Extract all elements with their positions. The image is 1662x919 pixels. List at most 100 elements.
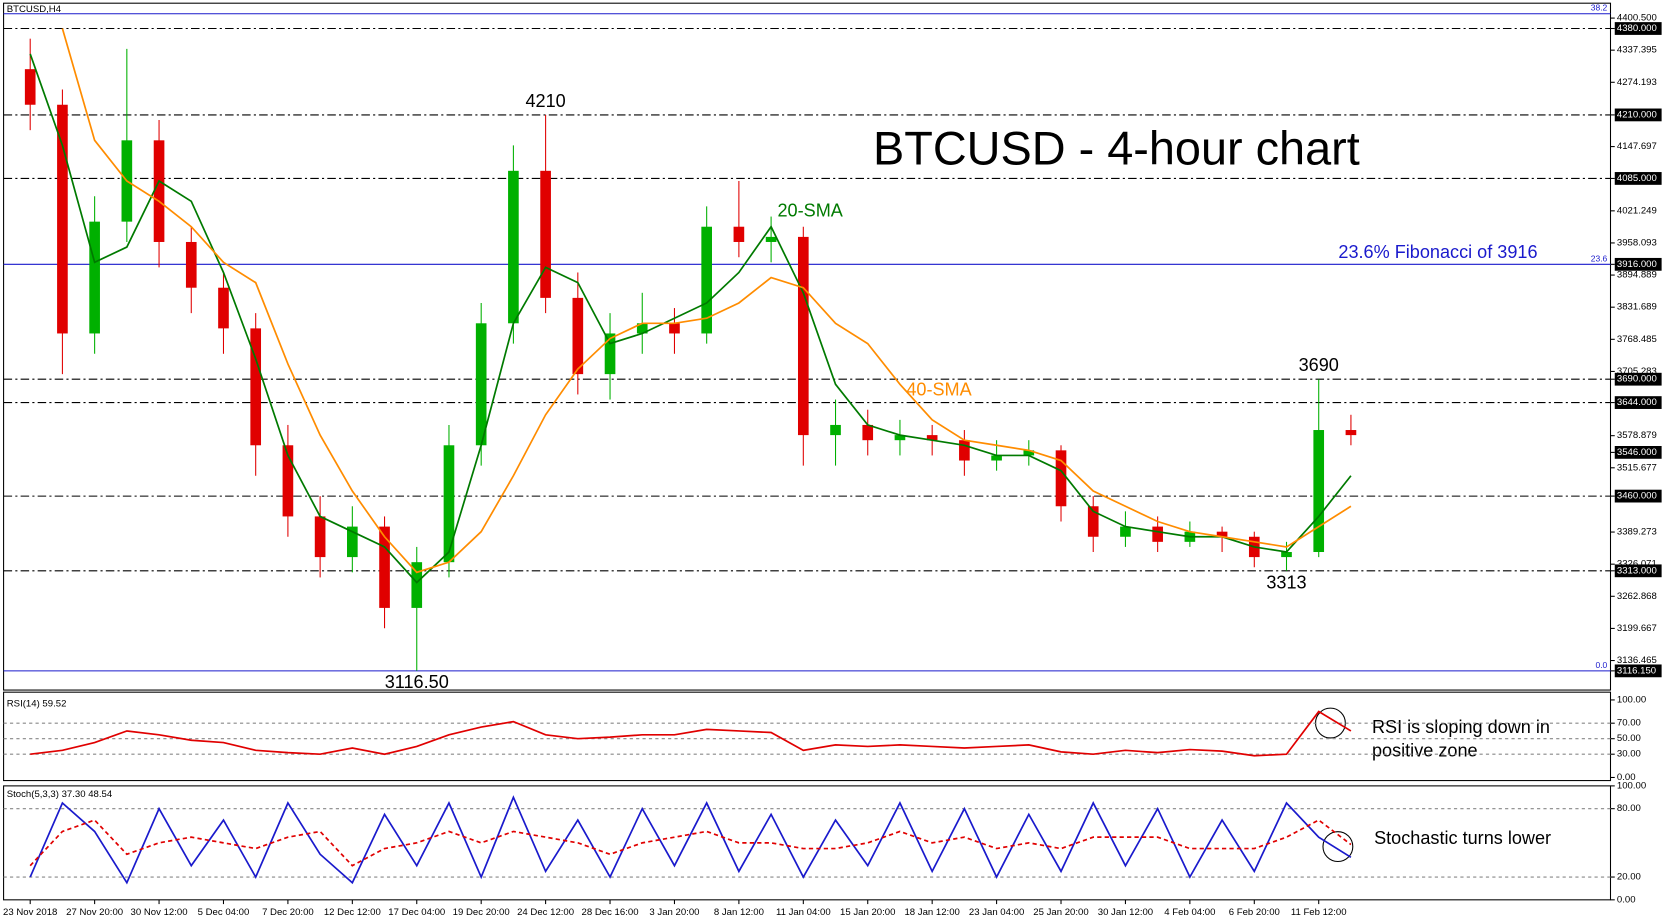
price-box	[1614, 489, 1662, 503]
y-tick-label: 4085.000	[1617, 173, 1657, 184]
candle-body	[508, 170, 519, 324]
stoch-panel	[3, 785, 1612, 901]
price-box	[1614, 22, 1662, 35]
rsi-note: positive zone	[1372, 741, 1478, 761]
fib-label: 0.0	[1595, 660, 1607, 670]
y-tick-label: 3690.000	[1617, 374, 1657, 385]
y-tick-label: 80.00	[1617, 803, 1641, 814]
indicator-line	[29, 795, 1352, 885]
x-tick-label: 27 Nov 20:00	[66, 907, 123, 918]
x-tick-label: 19 Dec 20:00	[453, 907, 510, 918]
chart-title: BTCUSD - 4-hour chart	[873, 123, 1360, 175]
candle-body	[379, 526, 390, 608]
candle-body	[185, 241, 197, 288]
y-tick-label: 3116.150	[1617, 665, 1656, 676]
x-tick-label: 28 Dec 16:00	[582, 907, 639, 918]
sma-label: 20-SMA	[777, 201, 843, 221]
price-box	[1614, 664, 1662, 678]
candle-body	[89, 221, 100, 334]
candle-body	[540, 170, 551, 298]
y-tick-label: 0.00	[1617, 894, 1636, 905]
candle-body	[1152, 526, 1163, 542]
stoch-circle	[1322, 831, 1354, 863]
extreme-label: 3116.50	[385, 672, 449, 692]
y-tick-label: 4380.000	[1617, 23, 1657, 34]
y-tick-label: 3136.465	[1617, 655, 1657, 666]
candle-body	[250, 328, 262, 446]
rsi-note: RSI is sloping down in	[1372, 717, 1550, 737]
y-tick-label: 100.00	[1617, 694, 1646, 705]
candle-body	[1055, 450, 1067, 507]
y-tick-label: 4274.193	[1617, 77, 1657, 88]
y-tick-label: 4147.697	[1617, 141, 1657, 152]
extreme-label: 4210	[525, 91, 565, 111]
sma-label: 40-SMA	[906, 379, 972, 399]
price-box	[1614, 372, 1662, 386]
x-tick-label: 30 Jan 12:00	[1098, 907, 1153, 918]
x-tick-label: 23 Jan 04:00	[969, 907, 1024, 918]
fib-label: 38.2	[1591, 3, 1608, 13]
sma-line	[61, 28, 1352, 574]
candle-body	[1313, 430, 1325, 553]
price-panel	[3, 2, 1612, 691]
candle-body	[1216, 531, 1228, 537]
candle-body	[636, 323, 648, 334]
candle-body	[830, 424, 841, 436]
y-tick-label: 3460.000	[1617, 491, 1657, 502]
candle-body	[926, 435, 938, 441]
candle-body	[314, 516, 326, 558]
candle-body	[701, 226, 712, 334]
x-tick-label: 24 Dec 12:00	[517, 907, 574, 918]
y-tick-label: 3916.000	[1617, 259, 1657, 270]
indicator-line	[29, 819, 1352, 867]
x-tick-label: 17 Dec 04:00	[388, 907, 445, 918]
y-tick-label: 20.00	[1617, 872, 1641, 883]
candle-body	[411, 562, 423, 608]
y-tick-label: 3894.889	[1617, 270, 1657, 281]
candle-body	[797, 236, 809, 436]
candle-body	[1023, 450, 1035, 456]
candle-body	[669, 323, 680, 334]
y-tick-label: 0.00	[1617, 772, 1636, 783]
y-tick-label: 4021.249	[1617, 205, 1657, 216]
x-tick-label: 3 Jan 20:00	[649, 907, 699, 918]
x-tick-label: 11 Jan 04:00	[776, 907, 831, 918]
y-tick-label: 3326.071	[1617, 559, 1657, 570]
candle-body	[282, 445, 294, 517]
x-tick-label: 30 Nov 12:00	[131, 907, 188, 918]
candle-body	[443, 445, 455, 563]
x-tick-label: 12 Dec 12:00	[324, 907, 381, 918]
candle-body	[604, 333, 616, 375]
price-box	[1614, 108, 1662, 122]
stoch-note: Stochastic turns lower	[1374, 828, 1551, 848]
candle-body	[1345, 430, 1357, 436]
candle-body	[153, 140, 165, 242]
x-tick-label: 15 Jan 20:00	[840, 907, 895, 918]
symbol-label: BTCUSD,H4	[7, 4, 62, 15]
price-box	[1614, 564, 1662, 578]
y-tick-label: 3831.689	[1617, 302, 1657, 313]
price-box	[1614, 172, 1662, 185]
candle-body	[475, 323, 487, 446]
candle-body	[24, 69, 36, 105]
price-box	[1614, 257, 1662, 271]
y-tick-label: 50.00	[1617, 733, 1641, 744]
y-tick-label: 3515.677	[1617, 462, 1657, 473]
y-tick-label: 4210.000	[1617, 109, 1657, 120]
candle-body	[1281, 552, 1292, 558]
candle-body	[959, 440, 970, 461]
candle-body	[765, 236, 777, 242]
x-tick-label: 5 Dec 04:00	[198, 907, 250, 918]
x-tick-label: 18 Jan 12:00	[904, 907, 959, 918]
candle-body	[572, 297, 584, 375]
y-tick-label: 3389.273	[1617, 527, 1657, 538]
y-tick-label: 3644.000	[1617, 397, 1657, 408]
fib-note: 23.6% Fibonacci of 3916	[1338, 242, 1537, 262]
stoch-title: Stoch(5,3,3) 37.30 48.54	[7, 789, 113, 800]
rsi-title: RSI(14) 59.52	[7, 698, 67, 709]
y-tick-label: 100.00	[1617, 780, 1646, 791]
y-tick-label: 70.00	[1617, 718, 1641, 729]
y-tick-label: 3199.667	[1617, 623, 1657, 634]
